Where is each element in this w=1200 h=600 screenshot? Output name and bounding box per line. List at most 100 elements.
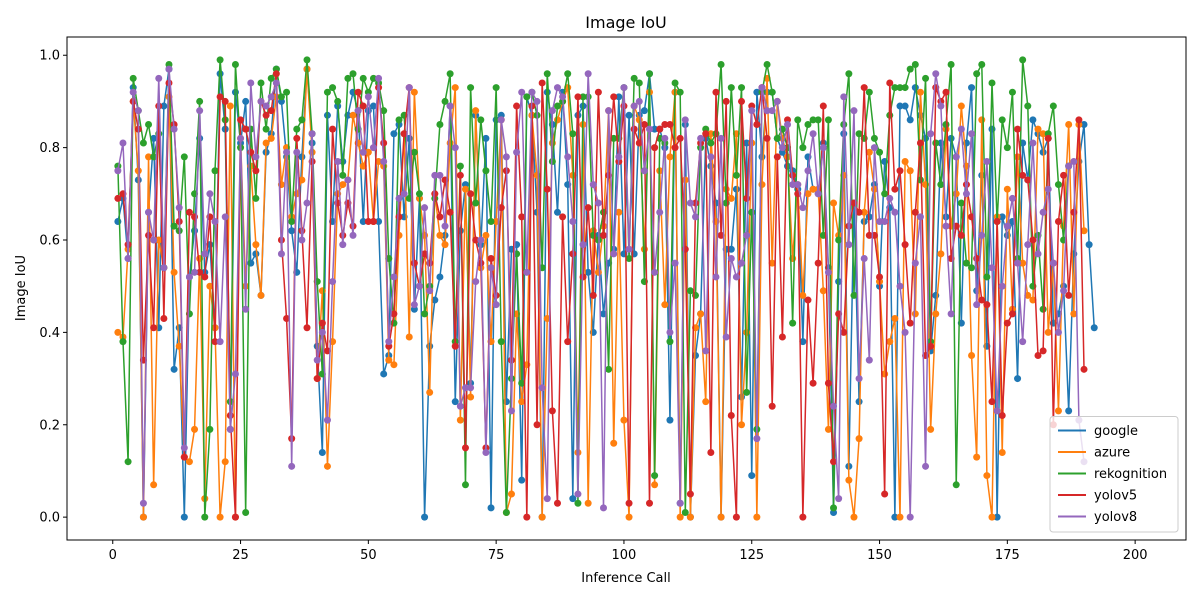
- point: [405, 333, 413, 341]
- point: [962, 259, 970, 267]
- point: [283, 315, 291, 323]
- point: [1003, 185, 1011, 193]
- point: [119, 139, 127, 147]
- point: [605, 107, 613, 115]
- point: [185, 273, 193, 281]
- point: [518, 213, 526, 221]
- point: [738, 97, 746, 105]
- point: [799, 144, 807, 152]
- point: [666, 416, 674, 424]
- point: [640, 121, 648, 129]
- point: [206, 425, 214, 433]
- point: [569, 130, 577, 138]
- point: [758, 153, 766, 161]
- point: [804, 296, 812, 304]
- point: [860, 254, 868, 262]
- point: [814, 190, 822, 198]
- point: [252, 153, 260, 161]
- point: [129, 88, 137, 96]
- point: [513, 102, 521, 110]
- point: [559, 213, 567, 221]
- chart-title: Image IoU: [585, 13, 666, 32]
- point: [308, 130, 316, 138]
- point: [415, 190, 423, 198]
- point: [845, 70, 853, 78]
- point: [651, 125, 659, 133]
- point: [277, 250, 285, 258]
- point: [646, 499, 654, 507]
- point: [446, 70, 454, 78]
- point: [768, 402, 776, 410]
- point: [211, 218, 219, 226]
- point: [559, 93, 567, 101]
- point: [201, 513, 209, 521]
- point: [784, 121, 792, 129]
- point: [799, 513, 807, 521]
- point: [426, 287, 434, 295]
- point: [487, 504, 495, 512]
- point: [697, 310, 705, 318]
- point: [226, 425, 234, 433]
- point: [436, 171, 444, 179]
- point: [722, 97, 730, 105]
- point: [196, 268, 204, 276]
- point: [426, 342, 434, 350]
- point: [216, 56, 224, 64]
- point: [717, 513, 725, 521]
- point: [252, 167, 260, 175]
- point: [339, 171, 347, 179]
- point: [911, 60, 919, 68]
- point: [390, 273, 398, 281]
- point: [635, 97, 643, 105]
- point: [1065, 291, 1073, 299]
- point: [789, 171, 797, 179]
- point: [436, 213, 444, 221]
- point: [1034, 125, 1042, 133]
- point: [421, 310, 429, 318]
- point: [467, 84, 475, 92]
- point: [901, 157, 909, 165]
- line: [117, 69, 1085, 518]
- point: [681, 509, 689, 517]
- point: [610, 134, 618, 142]
- point: [329, 278, 337, 286]
- point: [369, 144, 377, 152]
- point: [574, 93, 582, 101]
- point: [482, 167, 490, 175]
- y-tick-label: 0.8: [39, 141, 60, 156]
- point: [349, 111, 357, 119]
- point: [385, 356, 393, 364]
- point: [441, 97, 449, 105]
- point: [380, 370, 388, 378]
- point: [778, 144, 786, 152]
- point: [676, 134, 684, 142]
- point: [906, 167, 914, 175]
- point: [978, 231, 986, 239]
- point: [891, 208, 899, 216]
- point: [518, 476, 526, 484]
- point: [952, 190, 960, 198]
- point: [139, 139, 147, 147]
- point: [318, 328, 326, 336]
- point: [819, 144, 827, 152]
- point: [487, 254, 495, 262]
- point: [942, 88, 950, 96]
- point: [497, 338, 505, 346]
- point: [625, 111, 633, 119]
- point: [553, 102, 561, 110]
- point: [564, 70, 572, 78]
- point: [191, 268, 199, 276]
- point: [845, 241, 853, 249]
- point: [569, 495, 577, 503]
- point: [216, 338, 224, 346]
- point: [262, 102, 270, 110]
- point: [451, 398, 459, 406]
- point: [666, 338, 674, 346]
- point: [666, 121, 674, 129]
- legend: google azure rekognition yolov5 yolov8: [1049, 416, 1179, 533]
- point: [405, 84, 413, 92]
- point: [1024, 102, 1032, 110]
- point: [252, 194, 260, 202]
- point: [564, 153, 572, 161]
